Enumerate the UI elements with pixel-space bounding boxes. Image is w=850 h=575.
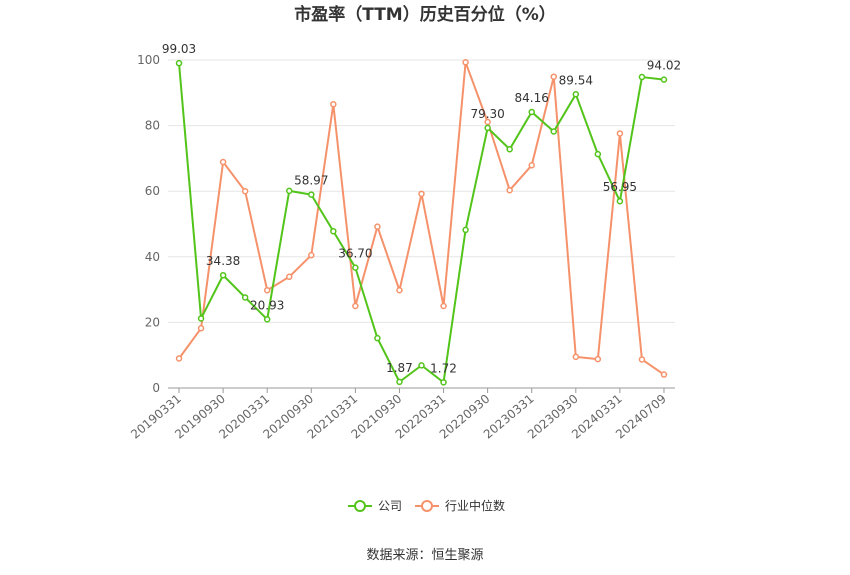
data-label: 1.87 (386, 361, 413, 375)
data-label: 56.95 (603, 180, 637, 194)
grid (168, 59, 675, 389)
data-label: 84.16 (515, 91, 549, 105)
chart-title: 市盈率（TTM）历史百分位（%） (294, 4, 556, 25)
data-label: 99.03 (162, 42, 196, 56)
legend-item[interactable]: 行业中位数 (415, 498, 505, 513)
y-axis: 0 20 40 60 80 100 (137, 53, 160, 395)
data-point[interactable] (660, 371, 668, 378)
data-point[interactable] (506, 145, 513, 153)
data-point[interactable] (175, 355, 183, 362)
data-point[interactable] (462, 59, 469, 66)
data-point[interactable] (374, 334, 381, 342)
data-point[interactable] (285, 273, 293, 281)
data-point[interactable] (175, 59, 183, 67)
data-label: 94.02 (647, 59, 681, 73)
y-tick-label: 20 (145, 315, 160, 329)
series-line-1 (178, 61, 665, 376)
data-point[interactable] (528, 162, 535, 169)
data-point[interactable] (263, 287, 271, 294)
data-point[interactable] (528, 108, 535, 116)
y-tick-label: 60 (145, 184, 160, 198)
data-labels: 99.03 34.38 20.93 58.97 36.70 1.87 1.72 79.30 84… (162, 42, 681, 375)
data-label: 34.38 (206, 254, 240, 268)
y-tick-label: 100 (137, 53, 160, 67)
data-point[interactable] (572, 353, 580, 361)
data-point[interactable] (308, 191, 315, 198)
data-label: 79.30 (470, 107, 504, 121)
y-tick-label: 0 (152, 381, 160, 395)
data-label: 1.72 (430, 361, 457, 375)
data-point[interactable] (506, 186, 513, 194)
series-layer (175, 59, 668, 386)
data-point[interactable] (660, 76, 668, 83)
data-point[interactable] (572, 91, 580, 98)
data-point[interactable] (550, 128, 558, 135)
data-point[interactable] (308, 251, 315, 259)
data-point[interactable] (550, 73, 558, 80)
data-point[interactable] (638, 356, 646, 363)
data-point[interactable] (330, 101, 337, 108)
data-point[interactable] (418, 190, 425, 198)
source-note: 数据来源：恒生聚源 (366, 548, 483, 563)
data-point[interactable] (197, 325, 205, 332)
data-point[interactable] (594, 150, 602, 158)
data-point[interactable] (418, 362, 425, 369)
data-point[interactable] (352, 302, 359, 310)
data-label: 20.93 (250, 298, 284, 312)
legend[interactable]: 公司 行业中位数 (348, 498, 505, 513)
legend-marker (354, 500, 366, 512)
data-point[interactable] (352, 264, 359, 271)
legend-label: 行业中位数 (445, 498, 505, 513)
data-point[interactable] (484, 124, 491, 132)
data-point[interactable] (219, 158, 227, 166)
data-point[interactable] (462, 226, 469, 234)
legend-item[interactable]: 公司 (348, 499, 402, 513)
x-axis: 2019033120190930202003312020093020210331… (128, 388, 669, 442)
data-point[interactable] (374, 223, 381, 230)
data-point[interactable] (616, 197, 624, 205)
data-point[interactable] (594, 355, 602, 363)
legend-marker (421, 500, 433, 512)
data-label: 89.54 (559, 73, 593, 87)
data-point[interactable] (219, 271, 227, 279)
data-point[interactable] (263, 316, 271, 323)
data-point[interactable] (396, 378, 403, 386)
data-point[interactable] (638, 73, 646, 81)
data-point[interactable] (616, 130, 624, 137)
data-point[interactable] (440, 379, 447, 386)
data-point[interactable] (241, 294, 249, 301)
data-point[interactable] (484, 118, 491, 126)
data-point[interactable] (440, 302, 447, 310)
legend-label: 公司 (378, 499, 402, 513)
data-point[interactable] (241, 187, 249, 195)
data-point[interactable] (197, 315, 205, 322)
y-tick-label: 40 (145, 250, 160, 264)
data-point[interactable] (330, 227, 337, 235)
data-point[interactable] (285, 187, 293, 195)
data-label: 36.70 (338, 247, 372, 261)
y-tick-label: 80 (145, 119, 160, 133)
data-point[interactable] (396, 287, 403, 294)
data-label: 58.97 (294, 174, 328, 188)
